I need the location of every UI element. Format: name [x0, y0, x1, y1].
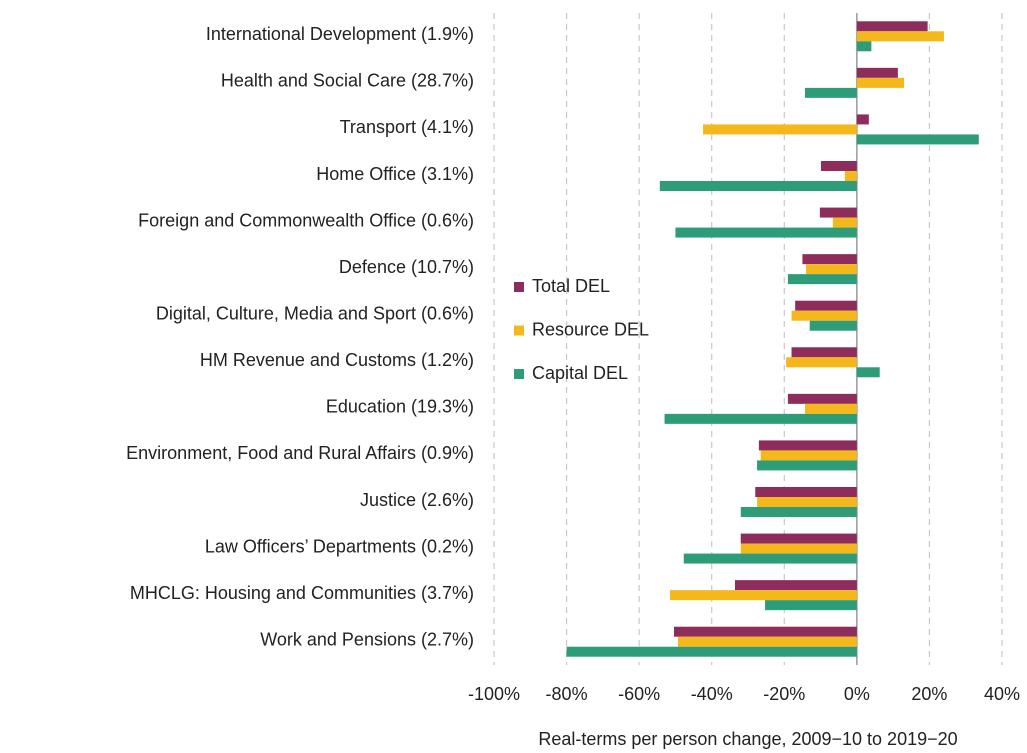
bar — [820, 161, 857, 171]
bar — [809, 320, 857, 331]
bar — [856, 114, 869, 125]
bar — [804, 87, 857, 98]
bar — [760, 450, 857, 461]
x-tick-label: -40% — [691, 684, 733, 704]
bar — [856, 134, 979, 145]
bar — [856, 67, 898, 78]
bar — [740, 507, 857, 517]
bar — [683, 553, 857, 564]
legend-swatch — [514, 369, 524, 379]
bar — [787, 274, 857, 285]
bar — [566, 646, 857, 657]
bar — [802, 254, 857, 265]
bar — [758, 440, 857, 451]
y-tick-label: Health and Social Care (28.7%) — [221, 71, 474, 91]
bar — [734, 580, 857, 591]
y-tick-label: Home Office (3.1%) — [316, 164, 474, 184]
x-tick-label: 40% — [984, 684, 1020, 704]
y-tick-label: International Development (1.9%) — [206, 24, 474, 44]
bar — [791, 310, 857, 321]
y-tick-label: Defence (10.7%) — [339, 257, 474, 277]
bar — [856, 31, 944, 42]
bar — [664, 413, 857, 424]
bar — [669, 590, 857, 601]
bar — [804, 403, 857, 414]
y-tick-label: Law Officers’ Departments (0.2%) — [205, 536, 474, 556]
x-tick-label: -20% — [763, 684, 805, 704]
bar — [765, 600, 857, 611]
bar — [806, 264, 857, 275]
bar — [673, 626, 857, 637]
x-tick-label: 0% — [844, 684, 870, 704]
bar — [832, 217, 857, 228]
bar — [787, 393, 857, 404]
bar — [757, 497, 857, 507]
legend-swatch — [514, 325, 524, 336]
y-tick-label: Work and Pensions (2.7%) — [260, 629, 474, 649]
bar — [740, 533, 857, 544]
x-tick-label: -100% — [468, 684, 520, 704]
bar — [856, 41, 872, 52]
x-tick-label: 20% — [911, 684, 947, 704]
bar — [703, 124, 857, 135]
legend-label: Total DEL — [532, 276, 610, 296]
bar — [856, 367, 880, 378]
y-tick-label: HM Revenue and Customs (1.2%) — [200, 350, 474, 370]
bar — [740, 543, 857, 554]
x-tick-label: -60% — [618, 684, 660, 704]
legend-label: Resource DEL — [532, 319, 649, 339]
legend-swatch — [514, 282, 524, 292]
bar — [844, 171, 857, 181]
bar — [856, 21, 928, 32]
y-tick-label: Education (19.3%) — [326, 397, 474, 417]
bar — [755, 487, 857, 497]
y-tick-label: Transport (4.1%) — [340, 117, 474, 137]
y-tick-label: Justice (2.6%) — [360, 490, 474, 510]
bar — [791, 347, 857, 358]
x-axis-title: Real-terms per person change, 2009−10 to… — [538, 729, 957, 749]
y-tick-label: MHCLG: Housing and Communities (3.7%) — [130, 583, 474, 603]
bar — [819, 207, 857, 218]
bar — [675, 227, 857, 238]
bar — [677, 636, 857, 647]
legend-label: Capital DEL — [532, 363, 628, 383]
bar — [757, 460, 857, 471]
y-tick-label: Digital, Culture, Media and Sport (0.6%) — [156, 303, 474, 323]
y-tick-label: Environment, Food and Rural Affairs (0.9… — [126, 443, 474, 463]
bar — [659, 181, 857, 191]
bar — [856, 77, 905, 88]
y-tick-label: Foreign and Commonwealth Office (0.6%) — [138, 210, 474, 230]
bar — [795, 300, 857, 311]
x-tick-label: -80% — [546, 684, 588, 704]
bar — [786, 357, 857, 368]
